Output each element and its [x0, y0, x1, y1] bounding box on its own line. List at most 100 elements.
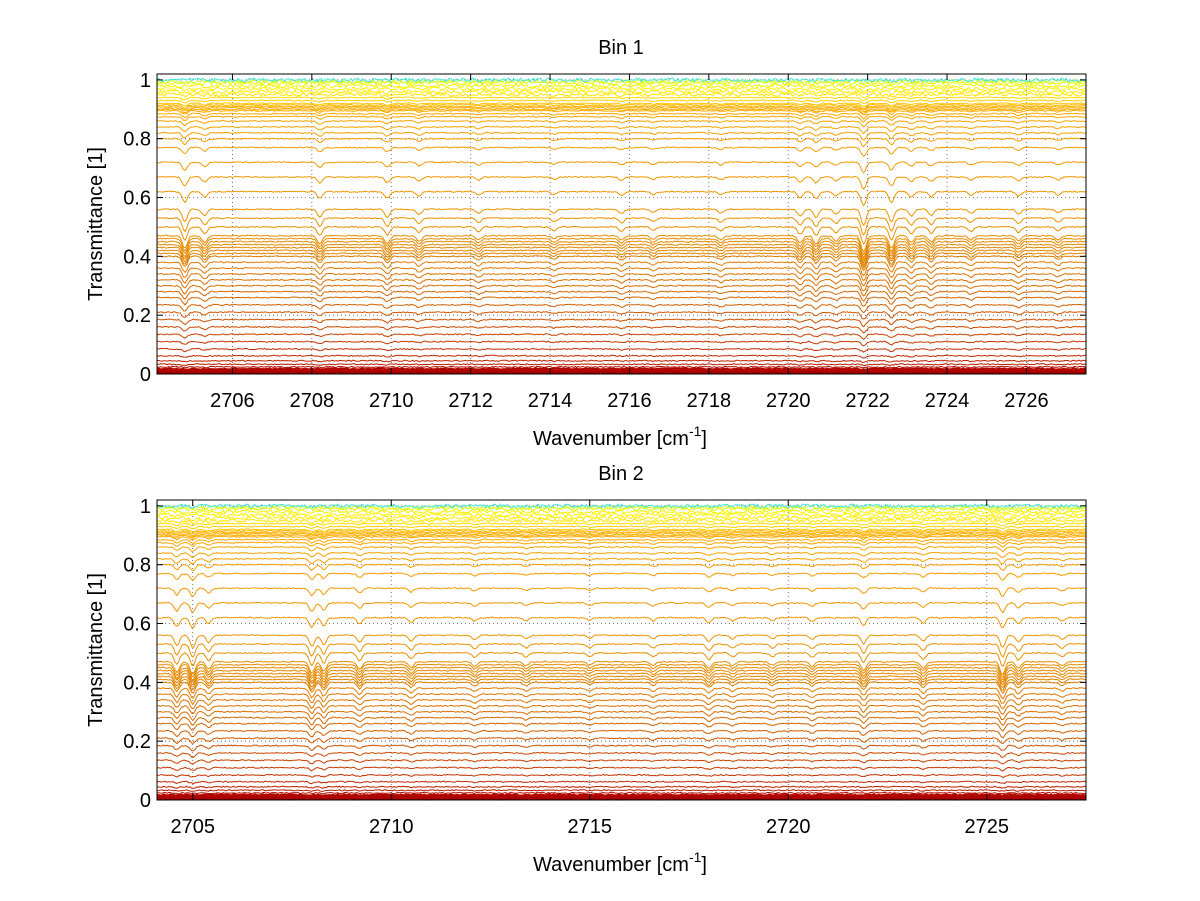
- series-line: [156, 137, 1087, 148]
- x-tick-label: 2724: [925, 390, 970, 412]
- series-line: [156, 509, 1087, 515]
- series-line: [156, 347, 1087, 353]
- x-tick-label: 2710: [369, 390, 414, 412]
- y-axis-ticks: 0 0.2 0.4 0.6 0.8 1: [123, 496, 1086, 812]
- series-line: [156, 365, 1087, 369]
- series-line: [156, 729, 1087, 739]
- series-line: [156, 722, 1087, 732]
- series-line: [156, 601, 1087, 614]
- series-line: [156, 296, 1087, 307]
- series-line: [156, 88, 1087, 96]
- series-line: [156, 119, 1086, 128]
- x-tick-label: 2706: [210, 390, 255, 412]
- series-line: [156, 660, 1087, 676]
- series-line: [156, 687, 1087, 700]
- series-line: [156, 303, 1087, 314]
- series-line: [156, 85, 1087, 93]
- x-tick-label: 2712: [448, 390, 493, 412]
- series-line: [156, 99, 1087, 105]
- x-tick-label: 2708: [290, 390, 335, 412]
- series-line: [156, 793, 1087, 797]
- series-line: [156, 105, 1086, 111]
- y-tick-label: 1: [140, 496, 151, 518]
- series-line: [156, 766, 1087, 772]
- y-tick-label: 0: [140, 790, 151, 812]
- series-line: [157, 535, 1086, 541]
- series-line: [156, 190, 1087, 207]
- series-line: [156, 363, 1087, 367]
- y-tick-label: 0.8: [123, 555, 151, 577]
- chart-panel-bin-2: Bin 2 2705 2710 2715 2720 2725 0 0.2 0.4 0.6 0.8…: [85, 463, 1087, 876]
- chart-title: Bin 2: [598, 463, 644, 485]
- series-line: [156, 737, 1087, 745]
- series-line: [156, 710, 1087, 721]
- y-axis-ticks: 0 0.2 0.4 0.6 0.8 1: [123, 70, 1086, 386]
- series-line: [156, 532, 1087, 538]
- series-line: [156, 249, 1087, 267]
- series-line: [156, 666, 1087, 681]
- y-tick-label: 1: [140, 70, 151, 92]
- series-line: [156, 225, 1087, 246]
- series-line: [156, 175, 1087, 190]
- x-tick-label: 2720: [766, 390, 811, 412]
- series-line: [156, 243, 1087, 262]
- series-line: [156, 91, 1087, 99]
- y-tick-label: 0.2: [123, 731, 151, 753]
- series-line: [157, 789, 1087, 792]
- series-line: [156, 311, 1087, 320]
- series-line: [157, 359, 1087, 363]
- series-line: [156, 216, 1087, 237]
- series-line: [156, 716, 1087, 726]
- series-line: [156, 669, 1087, 683]
- series-line: [156, 551, 1087, 559]
- series-line: [156, 634, 1087, 649]
- series-line: [156, 780, 1087, 785]
- plot-frame: [156, 73, 1087, 375]
- series-line: [157, 103, 1087, 109]
- series-line: [156, 96, 1087, 101]
- series-line: [157, 115, 1087, 123]
- series-line: [156, 759, 1087, 765]
- series-line: [156, 102, 1087, 108]
- series-line: [156, 266, 1087, 282]
- series-line: [157, 751, 1087, 758]
- series-line: [156, 333, 1087, 341]
- series-line: [156, 616, 1087, 629]
- y-axis-label: Transmittance [1]: [85, 147, 107, 301]
- series-line: [156, 538, 1086, 545]
- x-tick-label: 2705: [170, 816, 215, 838]
- series-line: [156, 642, 1087, 658]
- series-line: [157, 340, 1087, 347]
- series-line: [156, 675, 1087, 689]
- y-tick-label: 0.6: [123, 614, 151, 636]
- series-line: [156, 528, 1087, 533]
- plot-frame: [156, 499, 1087, 801]
- series-line: [156, 112, 1087, 120]
- x-tick-label: 2715: [567, 816, 612, 838]
- series-line: [157, 161, 1087, 174]
- y-tick-label: 0.2: [123, 305, 151, 327]
- series-line: [157, 773, 1087, 779]
- series-line: [156, 514, 1087, 522]
- series-line: [156, 125, 1087, 135]
- series-line: [156, 791, 1087, 795]
- series-line: [156, 785, 1087, 789]
- series-line: [156, 284, 1087, 297]
- series-line: [156, 272, 1087, 287]
- series-line: [157, 545, 1086, 553]
- series-line: [156, 261, 1087, 277]
- series-line: [157, 525, 1087, 530]
- y-tick-label: 0.8: [123, 129, 151, 151]
- series-line: [156, 109, 1087, 116]
- x-axis-ticks: 2705 2710 2715 2720 2725: [170, 500, 1009, 838]
- series-line: [156, 237, 1087, 256]
- series-line: [156, 106, 1087, 112]
- chart-panel-bin-1: Bin 1 2706 2708 2710 2712 2714 2716 2718 2720 27…: [85, 37, 1087, 450]
- series-line: [156, 234, 1087, 253]
- series-line: [156, 517, 1087, 525]
- series-line: [156, 278, 1087, 292]
- series-line: [156, 325, 1087, 334]
- series-line: [156, 246, 1087, 265]
- series-line: [156, 503, 1087, 509]
